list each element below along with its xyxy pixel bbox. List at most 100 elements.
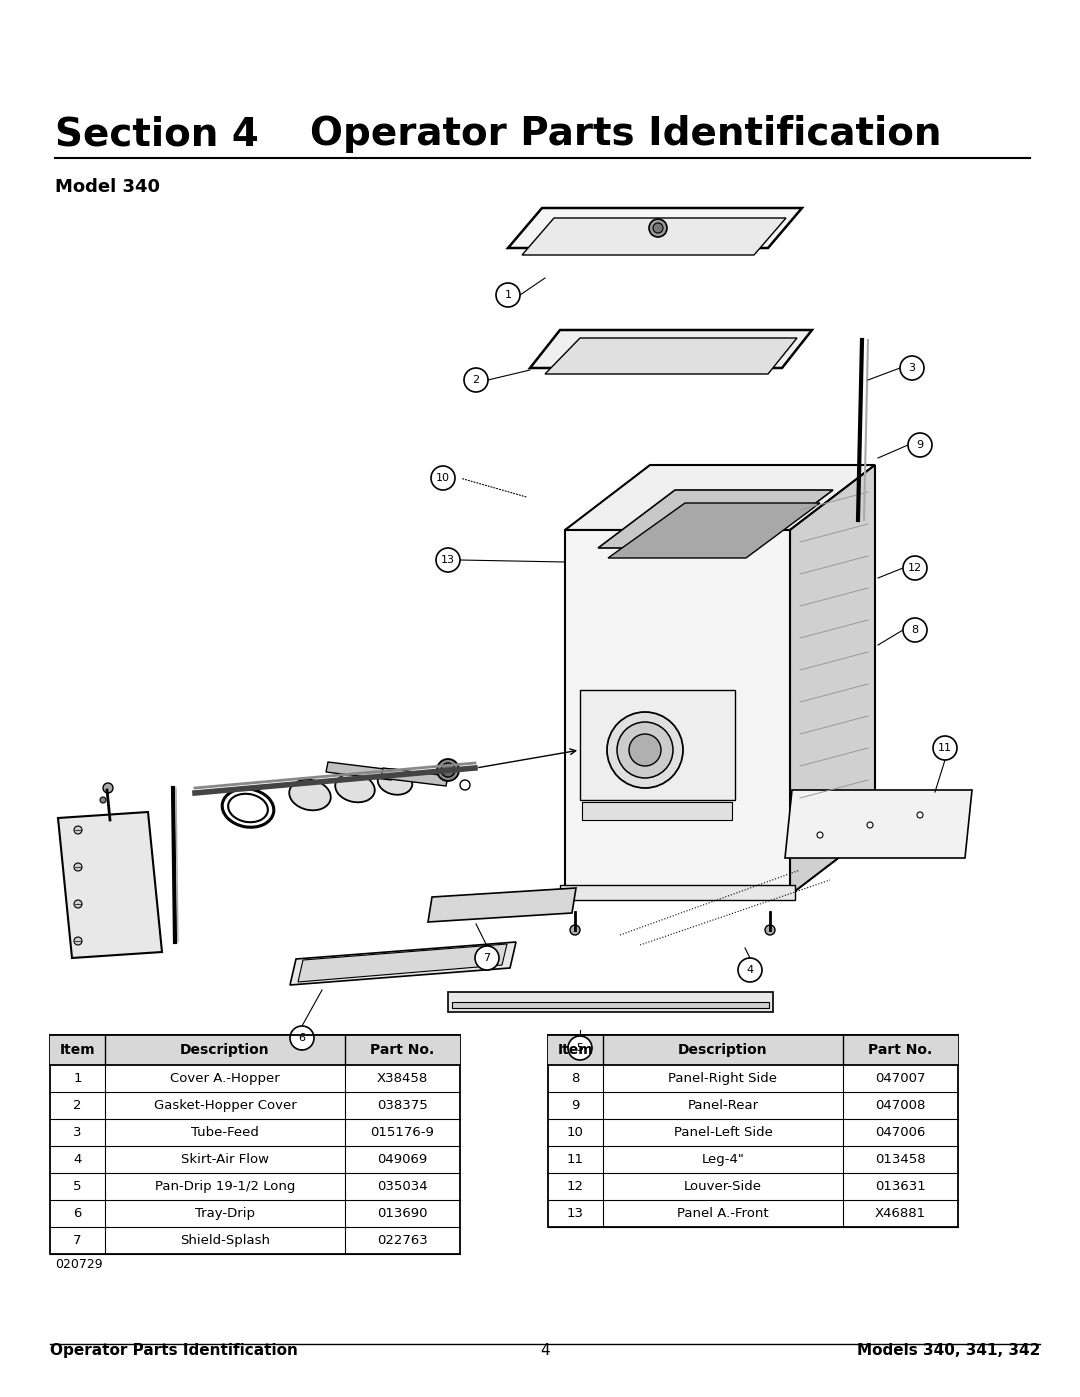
- Polygon shape: [291, 942, 516, 985]
- Circle shape: [460, 780, 470, 789]
- Text: Description: Description: [678, 1044, 768, 1058]
- Text: Tray-Drip: Tray-Drip: [195, 1207, 255, 1220]
- Text: 047007: 047007: [875, 1071, 926, 1085]
- Circle shape: [900, 356, 924, 380]
- Circle shape: [464, 367, 488, 393]
- Polygon shape: [565, 529, 789, 895]
- Text: 7: 7: [484, 953, 490, 963]
- Text: 12: 12: [567, 1180, 584, 1193]
- Polygon shape: [565, 465, 875, 529]
- Polygon shape: [785, 789, 972, 858]
- Text: Panel-Rear: Panel-Rear: [688, 1099, 758, 1112]
- Text: Section 4: Section 4: [55, 115, 259, 154]
- Text: 9: 9: [917, 440, 923, 450]
- Polygon shape: [545, 338, 797, 374]
- Circle shape: [629, 733, 661, 766]
- Text: Panel-Left Side: Panel-Left Side: [674, 1126, 772, 1139]
- Ellipse shape: [335, 774, 375, 802]
- Circle shape: [653, 224, 663, 233]
- Polygon shape: [789, 465, 875, 895]
- Ellipse shape: [378, 770, 413, 795]
- Text: 10: 10: [567, 1126, 584, 1139]
- Text: 11: 11: [939, 743, 951, 753]
- Circle shape: [816, 833, 823, 838]
- Text: Louver-Side: Louver-Side: [684, 1180, 762, 1193]
- Bar: [453, 1002, 769, 1009]
- Text: 015176-9: 015176-9: [370, 1126, 434, 1139]
- Polygon shape: [381, 768, 448, 787]
- Circle shape: [908, 433, 932, 457]
- Circle shape: [475, 946, 499, 970]
- Text: 13: 13: [567, 1207, 584, 1220]
- Circle shape: [903, 617, 927, 643]
- Text: 1: 1: [73, 1071, 82, 1085]
- Circle shape: [441, 763, 455, 777]
- Text: 8: 8: [571, 1071, 580, 1085]
- Text: 5: 5: [73, 1180, 82, 1193]
- Text: 013631: 013631: [875, 1180, 926, 1193]
- Bar: [50, 1035, 460, 1255]
- Text: 035034: 035034: [377, 1180, 428, 1193]
- Circle shape: [291, 1025, 314, 1051]
- Circle shape: [75, 863, 82, 870]
- Polygon shape: [298, 944, 507, 982]
- Text: Operator Parts Identification: Operator Parts Identification: [310, 115, 942, 154]
- Text: 022763: 022763: [377, 1234, 428, 1248]
- Circle shape: [436, 548, 460, 571]
- Text: 10: 10: [436, 474, 450, 483]
- Text: 13: 13: [441, 555, 455, 564]
- Text: 7: 7: [73, 1234, 82, 1248]
- Circle shape: [75, 826, 82, 834]
- Text: Model 340: Model 340: [55, 177, 160, 196]
- Text: 047008: 047008: [875, 1099, 926, 1112]
- Text: Leg-4": Leg-4": [702, 1153, 744, 1166]
- Text: 5: 5: [577, 1044, 583, 1053]
- Circle shape: [570, 925, 580, 935]
- Circle shape: [649, 219, 667, 237]
- Text: Item: Item: [59, 1044, 95, 1058]
- Text: 047006: 047006: [875, 1126, 926, 1139]
- Text: 3: 3: [908, 363, 916, 373]
- Bar: [548, 1035, 958, 1065]
- Circle shape: [568, 1037, 592, 1060]
- Polygon shape: [598, 490, 833, 548]
- Text: 2: 2: [472, 374, 480, 386]
- Circle shape: [903, 556, 927, 580]
- Text: 4: 4: [73, 1153, 82, 1166]
- Text: 8: 8: [912, 624, 919, 636]
- Ellipse shape: [289, 780, 330, 810]
- Text: 013458: 013458: [875, 1153, 926, 1166]
- Text: Part No.: Part No.: [868, 1044, 933, 1058]
- Text: 038375: 038375: [377, 1099, 428, 1112]
- Circle shape: [867, 821, 873, 828]
- Polygon shape: [522, 218, 786, 256]
- Text: Skirt-Air Flow: Skirt-Air Flow: [181, 1153, 269, 1166]
- Circle shape: [75, 937, 82, 944]
- Bar: [548, 1035, 958, 1227]
- Text: 2: 2: [73, 1099, 82, 1112]
- Text: 4: 4: [746, 965, 754, 975]
- Polygon shape: [58, 812, 162, 958]
- Text: X46881: X46881: [875, 1207, 926, 1220]
- Circle shape: [917, 812, 923, 819]
- Polygon shape: [326, 761, 393, 780]
- Bar: [580, 690, 735, 800]
- Text: Gasket-Hopper Cover: Gasket-Hopper Cover: [153, 1099, 296, 1112]
- Bar: [582, 802, 732, 820]
- Polygon shape: [508, 208, 802, 249]
- Text: 3: 3: [73, 1126, 82, 1139]
- Circle shape: [437, 759, 459, 781]
- Circle shape: [431, 467, 455, 490]
- Polygon shape: [530, 330, 812, 367]
- Text: 1: 1: [504, 291, 512, 300]
- Circle shape: [617, 722, 673, 778]
- Circle shape: [765, 925, 775, 935]
- Text: 6: 6: [298, 1032, 306, 1044]
- Circle shape: [607, 712, 683, 788]
- Circle shape: [496, 284, 519, 307]
- Text: 11: 11: [567, 1153, 584, 1166]
- Circle shape: [933, 736, 957, 760]
- Text: 4: 4: [540, 1343, 550, 1358]
- Text: Panel-Right Side: Panel-Right Side: [669, 1071, 778, 1085]
- Text: 020729: 020729: [55, 1259, 103, 1271]
